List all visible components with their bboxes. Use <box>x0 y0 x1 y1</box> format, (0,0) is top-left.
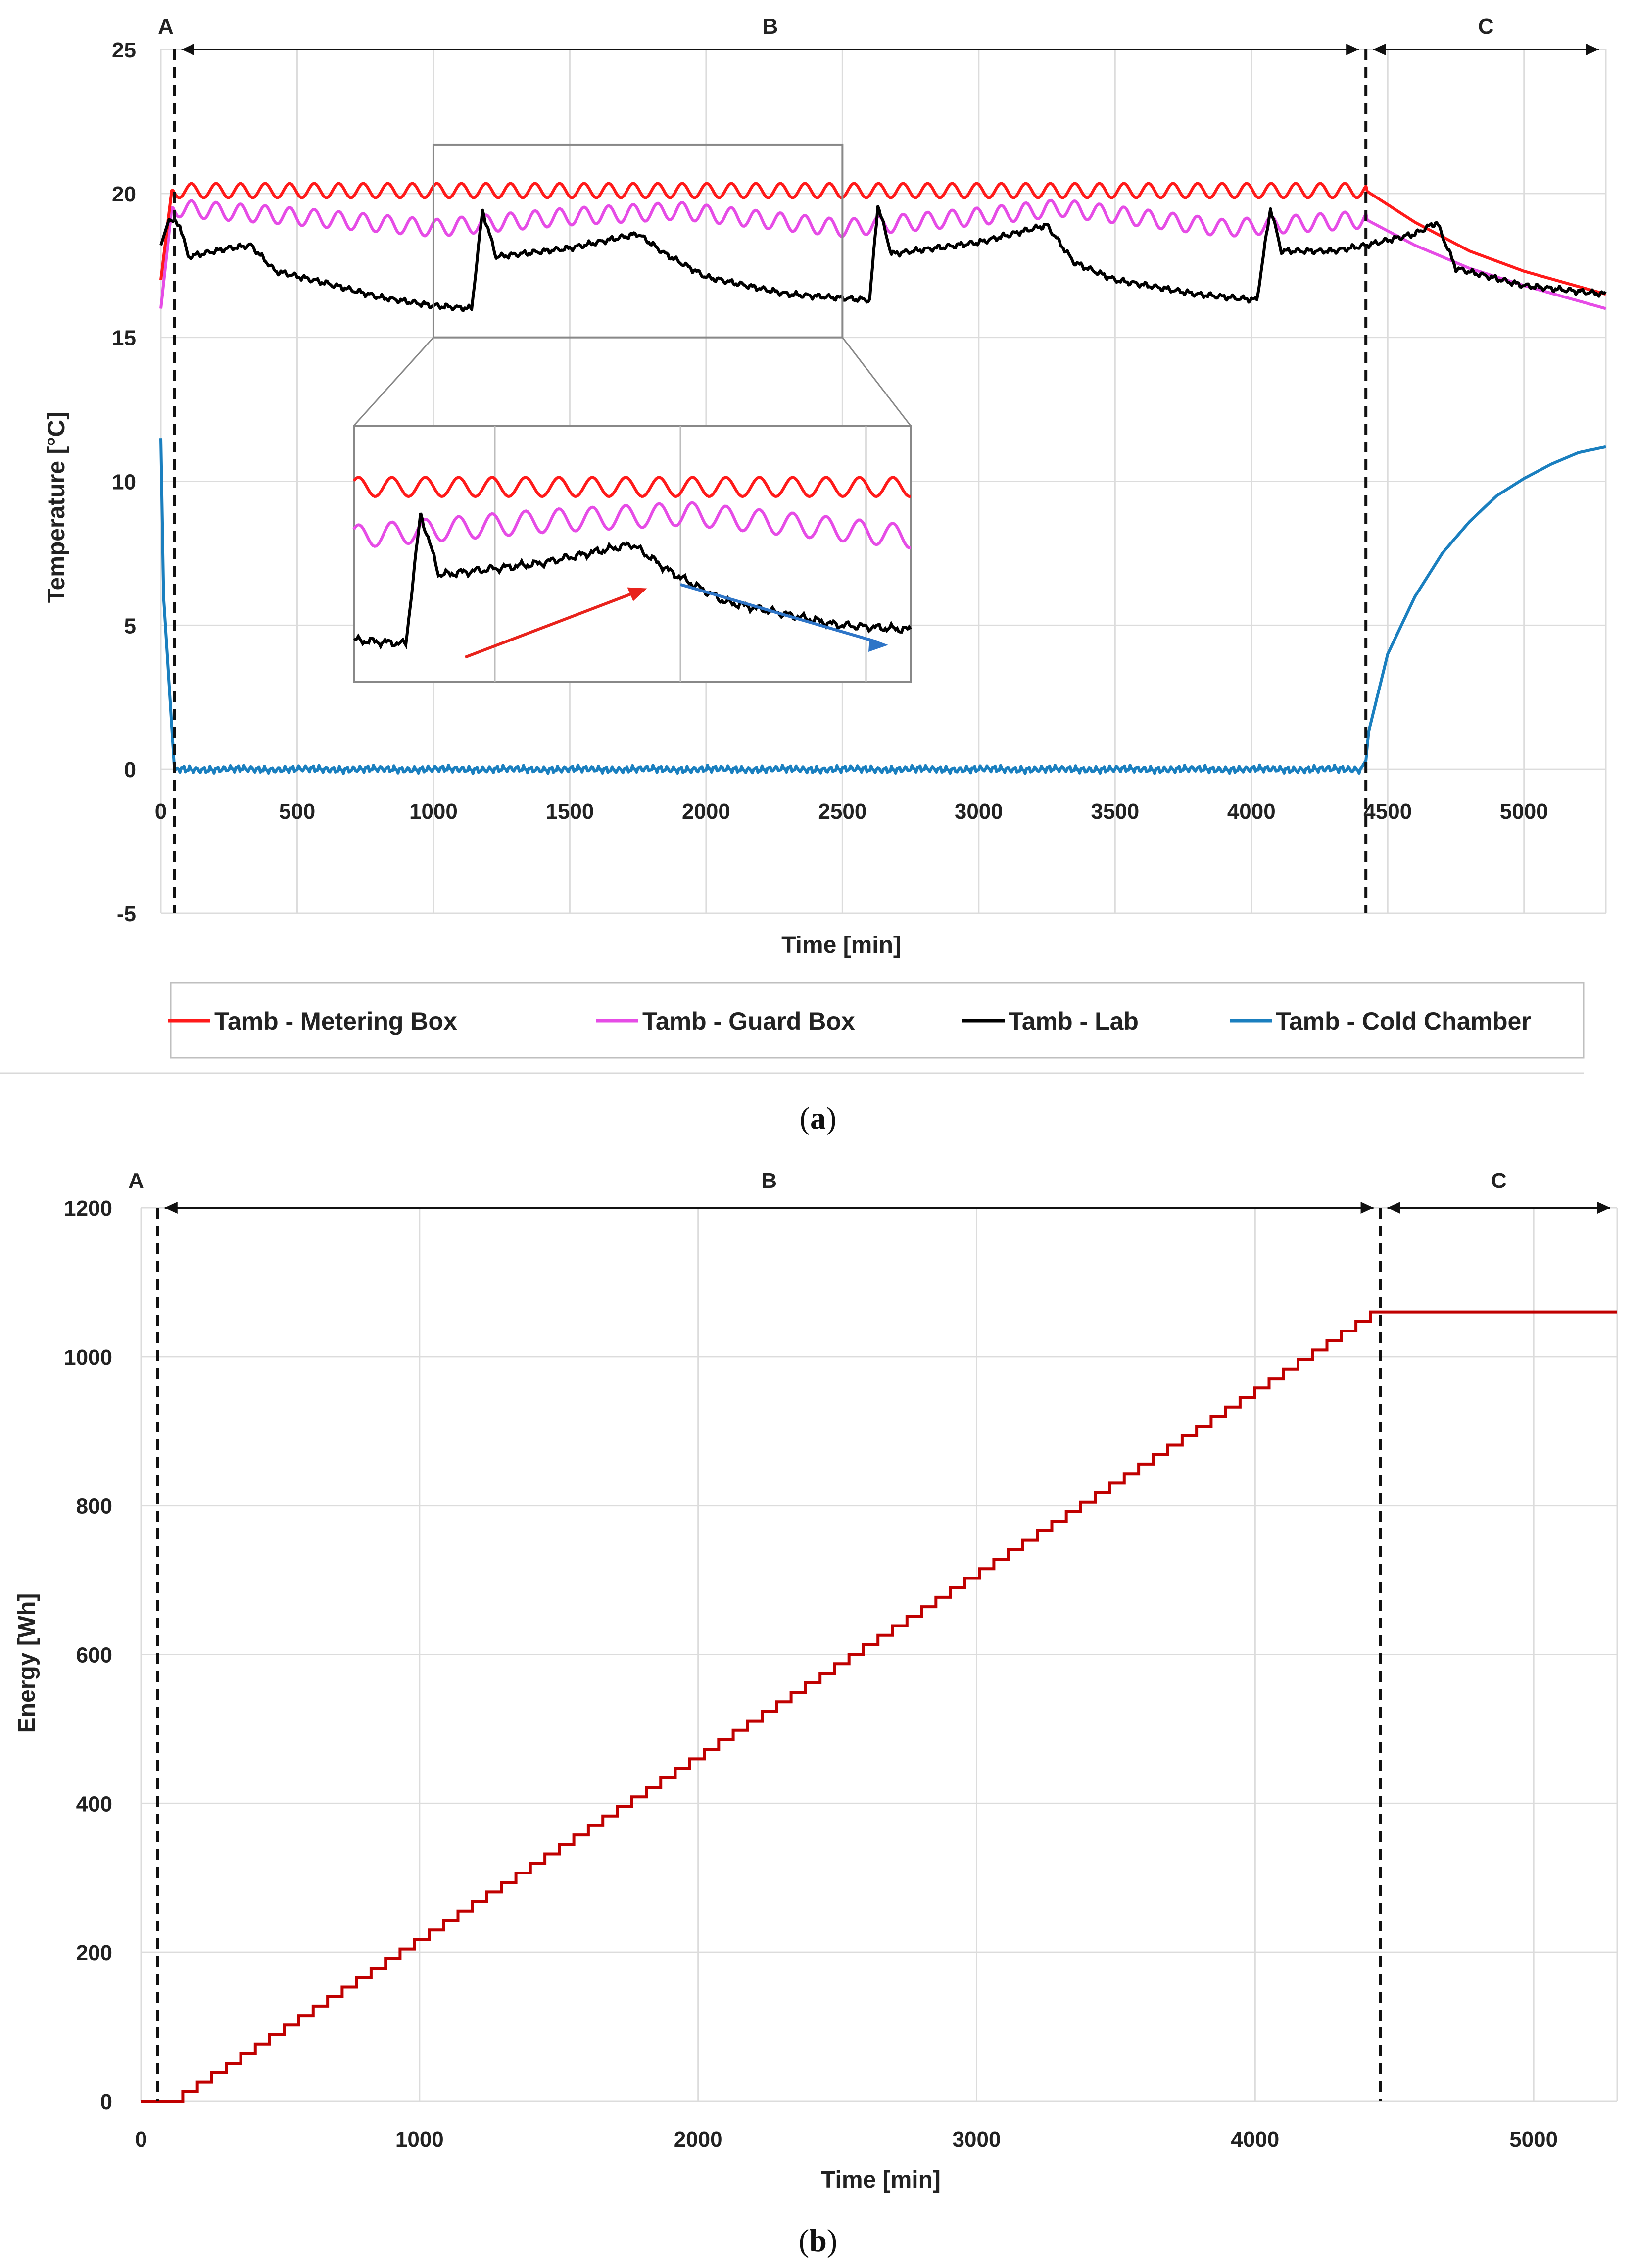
panel-a-region-label: B <box>762 14 778 39</box>
caption-a-letter: a <box>810 1100 826 1135</box>
panel-a-x-tick-label: 1000 <box>409 799 458 824</box>
legend-label: Tamb - Lab <box>1009 1007 1139 1035</box>
panel-a-y-tick-label: -5 <box>117 902 136 926</box>
panel-b-region-arrowhead-right <box>1360 1202 1374 1214</box>
legend-label: Tamb - Metering Box <box>214 1007 457 1035</box>
panel-a-y-tick-label: 0 <box>124 758 136 782</box>
inset-frame <box>353 425 912 683</box>
panel-b-series <box>141 1310 1617 2103</box>
panel-b-regions: A B C <box>128 1169 1610 1214</box>
panel-a-region-dividers <box>173 49 1368 913</box>
panel-a-x-tick-label: 1500 <box>545 799 594 824</box>
panel-b-y-axis-title: Energy [Wh] <box>14 1593 40 1733</box>
zoom-source-rectangle <box>432 143 844 339</box>
panel-a-x-tick-label: 3000 <box>955 799 1003 824</box>
panel-a-x-tick-label: 5000 <box>1500 799 1548 824</box>
panel-a-region-arrowhead-left <box>1373 44 1386 55</box>
panel-b-y-tick-label: 200 <box>76 1941 112 1965</box>
panel-a-y-tick-label: 15 <box>112 326 136 350</box>
panel-a-series-tamb-cold-chamber <box>159 438 1606 775</box>
zoom-inset <box>352 143 912 683</box>
panel-a-y-tick-label: 20 <box>112 182 136 206</box>
zoom-connector-left <box>353 337 434 427</box>
panel-a-temperature-chart: 0 500 1000 1500 2000 2500 3000 3500 4000 4500 5000… <box>44 14 1607 1059</box>
inset-rising-arrow <box>464 591 637 659</box>
panel-a-x-tick-label: 0 <box>155 799 167 824</box>
caption-a-open: ( <box>800 1100 810 1135</box>
panel-b-x-tick-label: 2000 <box>674 2127 722 2152</box>
panel-b-x-tick-label: 5000 <box>1509 2127 1558 2152</box>
caption-b: (b) <box>799 2223 837 2258</box>
panel-b-y-tick-label: 800 <box>76 1494 112 1519</box>
caption-b-close: ) <box>827 2223 837 2258</box>
panel-a-x-tick-label: 2500 <box>818 799 866 824</box>
panel-a-region-arrowhead-right <box>1586 44 1599 55</box>
panel-b-y-tick-label: 1200 <box>64 1196 112 1221</box>
panel-b-region-arrowhead-left <box>164 1202 178 1214</box>
panel-a-x-tick-label: 2000 <box>682 799 730 824</box>
panel-a-region-label: C <box>1478 14 1494 39</box>
panel-a-region-arrowhead-right <box>1346 44 1359 55</box>
legend-box <box>170 982 1585 1059</box>
panel-b-region-arrowhead-right <box>1597 1202 1610 1214</box>
inset-series-tamb-lab <box>353 512 912 650</box>
inset-rising-arrowhead <box>627 587 647 601</box>
panel-a-series-tamb-metering-box <box>159 182 1606 296</box>
panel-a-series-tamb-lab <box>159 205 1607 312</box>
caption-b-letter: b <box>809 2223 827 2258</box>
panel-b-region-label: A <box>128 1169 144 1193</box>
inset-series-tamb-metering-box <box>352 476 911 498</box>
panel-b-y-tick-label: 1000 <box>64 1345 112 1370</box>
panel-b-region-label: B <box>761 1169 777 1193</box>
caption-a-close: ) <box>826 1100 836 1135</box>
panel-b-x-tick-label: 0 <box>135 2127 147 2152</box>
legend-label: Tamb - Cold Chamber <box>1276 1007 1531 1035</box>
zoom-connector-right <box>842 337 912 426</box>
caption-a: (a) <box>800 1100 837 1135</box>
panel-a-region-label: A <box>158 14 174 39</box>
panel-a-x-tick-label: 4500 <box>1363 799 1412 824</box>
panel-b-ticks: 0 1000 2000 3000 4000 5000 0 200 400 600 800 1000 12… <box>64 1196 1558 2152</box>
panel-b-x-axis-title: Time [min] <box>821 2167 941 2193</box>
panel-a-x-tick-label: 4000 <box>1227 799 1276 824</box>
panel-a-x-axis-title: Time [min] <box>781 932 901 958</box>
caption-b-open: ( <box>799 2223 809 2258</box>
panel-a-regions: A B C <box>158 14 1599 55</box>
panel-a-ticks: 0 500 1000 1500 2000 2500 3000 3500 4000 4500 5000… <box>112 38 1548 926</box>
panel-b-y-tick-label: 400 <box>76 1792 112 1816</box>
inset-falling-arrowhead <box>868 638 888 652</box>
panel-b-energy-chart: 0 1000 2000 3000 4000 5000 0 200 400 600 800 1000 12… <box>14 1169 1618 2193</box>
panel-b-x-tick-label: 3000 <box>953 2127 1001 2152</box>
inset-falling-arrow <box>680 583 878 643</box>
panel-a-series-tamb-guard-box <box>159 198 1606 310</box>
panel-a-y-tick-label: 5 <box>124 614 136 638</box>
panel-a-y-tick-label: 10 <box>112 470 136 494</box>
panel-b-x-tick-label: 4000 <box>1231 2127 1279 2152</box>
panel-b-region-dividers <box>156 1208 1382 2101</box>
panel-b-x-tick-label: 1000 <box>395 2127 444 2152</box>
panel-b-y-tick-label: 600 <box>76 1643 112 1668</box>
panel-b-region-label: C <box>1491 1169 1507 1193</box>
panel-a-region-arrowhead-left <box>181 44 194 55</box>
panel-b-y-tick-label: 0 <box>100 2090 112 2114</box>
legend-label: Tamb - Guard Box <box>642 1007 855 1035</box>
panel-b-region-arrowhead-left <box>1387 1202 1400 1214</box>
panel-a-x-tick-label: 3500 <box>1091 799 1139 824</box>
panel-b-energy-series <box>141 1310 1617 2103</box>
legend: Tamb - Metering Box Tamb - Guard Box Tamb … <box>168 982 1585 1059</box>
panel-a-y-axis-title: Temperature [°C] <box>44 412 70 603</box>
panel-b-grid <box>140 1207 1618 2102</box>
panel-a-y-tick-label: 25 <box>112 38 136 62</box>
inset-series-tamb-guard-box <box>352 501 911 550</box>
panel-a-x-tick-label: 500 <box>279 799 315 824</box>
